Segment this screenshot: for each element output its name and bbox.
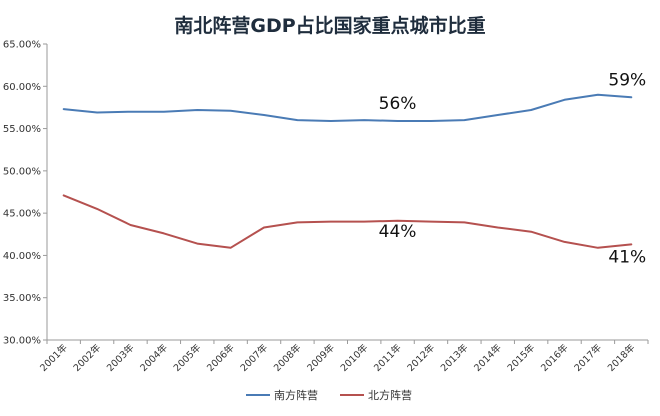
data-label: 44%: [379, 222, 417, 242]
x-tick-label: 2013年: [438, 341, 471, 374]
y-tick-label: 30.00%: [3, 336, 41, 347]
legend-label: 南方阵营: [274, 388, 318, 402]
y-tick-label: 65.00%: [3, 40, 41, 51]
series-line-south: [62, 93, 633, 122]
y-tick-label: 45.00%: [3, 209, 41, 220]
x-tick-label: 2018年: [605, 341, 638, 374]
x-tick-label: 2012年: [405, 341, 438, 374]
x-tick-label: 2001年: [38, 341, 71, 374]
x-tick-label: 2014年: [472, 341, 505, 374]
x-tick-label: 2006年: [204, 341, 237, 374]
legend-label: 北方阵营: [368, 388, 412, 402]
x-tick-label: 2016年: [538, 341, 571, 374]
x-tick-label: 2007年: [238, 341, 271, 374]
data-label: 41%: [608, 247, 646, 267]
series-line-north: [62, 194, 633, 249]
y-tick-label: 55.00%: [3, 124, 41, 135]
y-tick-label: 40.00%: [3, 251, 41, 262]
x-tick-label: 2003年: [104, 341, 137, 374]
x-tick-label: 2002年: [71, 341, 104, 374]
data-label: 59%: [608, 70, 646, 90]
data-label: 56%: [379, 94, 417, 114]
x-tick-label: 2011年: [371, 341, 404, 374]
axes: 65.00% 60.00% 55.00% 50.00% 45.00% 40.00% 35.0…: [3, 40, 649, 374]
series-layer: [62, 93, 633, 249]
x-tick-label: 2005年: [171, 341, 204, 374]
x-tick-label: 2017年: [572, 341, 605, 374]
y-tick-label: 50.00%: [3, 166, 41, 177]
x-tick-label: 2008年: [271, 341, 304, 374]
legend: 南方阵营 北方阵营: [246, 388, 412, 402]
x-tick-label: 2010年: [338, 341, 371, 374]
y-tick-label: 60.00%: [3, 82, 41, 93]
x-tick-label: 2015年: [505, 341, 538, 374]
x-tick-label: 2004年: [138, 341, 171, 374]
x-tick-label: 2009年: [305, 341, 338, 374]
annotations: 56% 59% 44% 41%: [379, 70, 647, 267]
chart-title: 南北阵营GDP占比国家重点城市比重: [174, 14, 485, 37]
y-tick-label: 35.00%: [3, 293, 41, 304]
